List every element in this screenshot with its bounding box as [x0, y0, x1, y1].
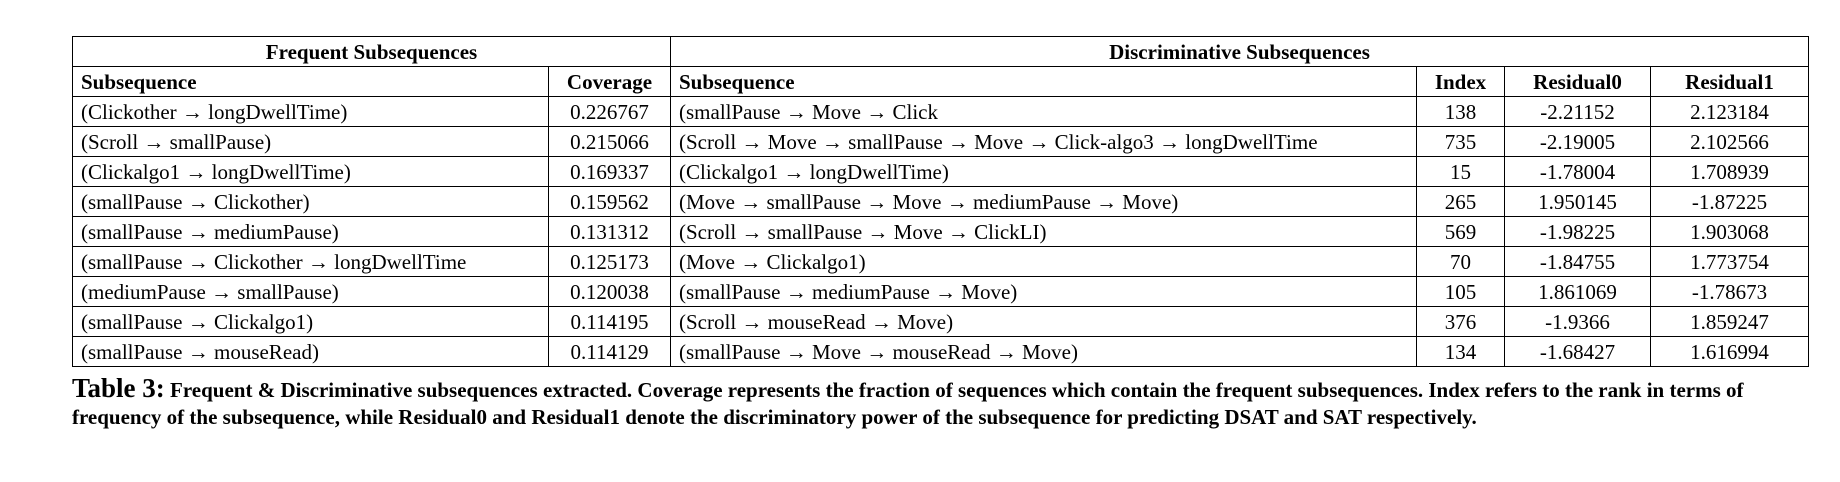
table-row: (Clickother → longDwellTime) 0.226767 (sma… [72, 96, 1810, 127]
cell-residual0: -2.19005 [1504, 126, 1651, 157]
cell-freq-subsequence: (Clickalgo1 → longDwellTime) [72, 156, 549, 187]
cell-residual1: 1.616994 [1649, 336, 1810, 367]
cell-coverage: 0.125173 [548, 246, 671, 277]
cell-residual0: -1.98225 [1504, 216, 1651, 247]
cell-residual0: 1.861069 [1504, 276, 1651, 307]
table-row: (smallPause → Clickother) 0.159562 (Move →… [72, 186, 1810, 217]
cell-index: 15 [1416, 156, 1505, 187]
cell-residual1: -1.87225 [1649, 186, 1810, 217]
table-figure: Frequent Subsequences Discriminative Sub… [72, 36, 1810, 431]
table-row: (smallPause → Clickalgo1) 0.114195 (Scroll… [72, 306, 1810, 337]
table-row: (Scroll → smallPause) 0.215066 (Scroll → M… [72, 126, 1810, 157]
cell-residual1: 1.859247 [1649, 306, 1810, 337]
cell-disc-subsequence: (Scroll → mouseRead → Move) [670, 306, 1417, 337]
cell-index: 376 [1416, 306, 1505, 337]
caption-label: Table 3: [72, 373, 165, 403]
cell-disc-subsequence: (Move → Clickalgo1) [670, 246, 1417, 277]
cell-freq-subsequence: (smallPause → mediumPause) [72, 216, 549, 247]
cell-index: 735 [1416, 126, 1505, 157]
cell-disc-subsequence: (smallPause → Move → Click [670, 96, 1417, 127]
cell-freq-subsequence: (smallPause → Clickother) [72, 186, 549, 217]
cell-freq-subsequence: (smallPause → Clickother → longDwellTime [72, 246, 549, 277]
cell-freq-subsequence: (Clickother → longDwellTime) [72, 96, 549, 127]
header-residual1: Residual1 [1649, 66, 1810, 97]
cell-disc-subsequence: (Scroll → smallPause → Move → ClickLI) [670, 216, 1417, 247]
cell-freq-subsequence: (smallPause → Clickalgo1) [72, 306, 549, 337]
cell-residual0: -1.84755 [1504, 246, 1651, 277]
cell-residual1: 2.123184 [1649, 96, 1810, 127]
cell-residual1: 2.102566 [1649, 126, 1810, 157]
cell-disc-subsequence: (Move → smallPause → Move → mediumPause … [670, 186, 1417, 217]
cell-residual0: -1.68427 [1504, 336, 1651, 367]
table-row: (smallPause → Clickother → longDwellTime… [72, 246, 1810, 277]
table-row: (Clickalgo1 → longDwellTime) 0.169337 (Cli… [72, 156, 1810, 187]
discriminative-group-header: Discriminative Subsequences [669, 36, 1810, 67]
cell-residual1: 1.773754 [1649, 246, 1810, 277]
header-coverage: Coverage [548, 66, 671, 97]
cell-disc-subsequence: (Scroll → Move → smallPause → Move → Cli… [670, 126, 1417, 157]
table-caption: Table 3: Frequent & Discriminative subse… [72, 375, 1808, 431]
header-index: Index [1416, 66, 1505, 97]
cell-coverage: 0.114195 [548, 306, 671, 337]
header-disc-subsequence: Subsequence [670, 66, 1417, 97]
cell-disc-subsequence: (smallPause → mediumPause → Move) [670, 276, 1417, 307]
cell-coverage: 0.131312 [548, 216, 671, 247]
cell-residual1: -1.78673 [1649, 276, 1810, 307]
cell-index: 70 [1416, 246, 1505, 277]
table-row: (smallPause → mediumPause) 0.131312 (Scrol… [72, 216, 1810, 247]
cell-residual0: 1.950145 [1504, 186, 1651, 217]
cell-index: 134 [1416, 336, 1505, 367]
table-row: (mediumPause → smallPause) 0.120038 (small… [72, 276, 1810, 307]
cell-index: 265 [1416, 186, 1505, 217]
cell-residual1: 1.708939 [1649, 156, 1810, 187]
subsequences-table: Frequent Subsequences Discriminative Sub… [72, 36, 1810, 367]
cell-coverage: 0.169337 [548, 156, 671, 187]
cell-residual0: -2.21152 [1504, 96, 1651, 127]
cell-coverage: 0.114129 [548, 336, 671, 367]
frequent-group-header: Frequent Subsequences [72, 36, 671, 67]
header-freq-subsequence: Subsequence [72, 66, 549, 97]
table-body: (Clickother → longDwellTime) 0.226767 (sma… [72, 96, 1810, 367]
cell-freq-subsequence: (smallPause → mouseRead) [72, 336, 549, 367]
group-header-row: Frequent Subsequences Discriminative Sub… [72, 36, 1810, 67]
cell-freq-subsequence: (Scroll → smallPause) [72, 126, 549, 157]
cell-index: 138 [1416, 96, 1505, 127]
cell-coverage: 0.120038 [548, 276, 671, 307]
cell-index: 569 [1416, 216, 1505, 247]
header-residual0: Residual0 [1504, 66, 1651, 97]
cell-residual1: 1.903068 [1649, 216, 1810, 247]
cell-residual0: -1.78004 [1504, 156, 1651, 187]
cell-coverage: 0.159562 [548, 186, 671, 217]
cell-index: 105 [1416, 276, 1505, 307]
cell-coverage: 0.215066 [548, 126, 671, 157]
cell-freq-subsequence: (mediumPause → smallPause) [72, 276, 549, 307]
cell-disc-subsequence: (smallPause → Move → mouseRead → Move) [670, 336, 1417, 367]
table-row: (smallPause → mouseRead) 0.114129 (smallPa… [72, 336, 1810, 367]
caption-text: Frequent & Discriminative subsequences e… [72, 378, 1744, 429]
cell-residual0: -1.9366 [1504, 306, 1651, 337]
column-header-row: Subsequence Coverage Subsequence Index R… [72, 66, 1810, 97]
cell-coverage: 0.226767 [548, 96, 671, 127]
cell-disc-subsequence: (Clickalgo1 → longDwellTime) [670, 156, 1417, 187]
